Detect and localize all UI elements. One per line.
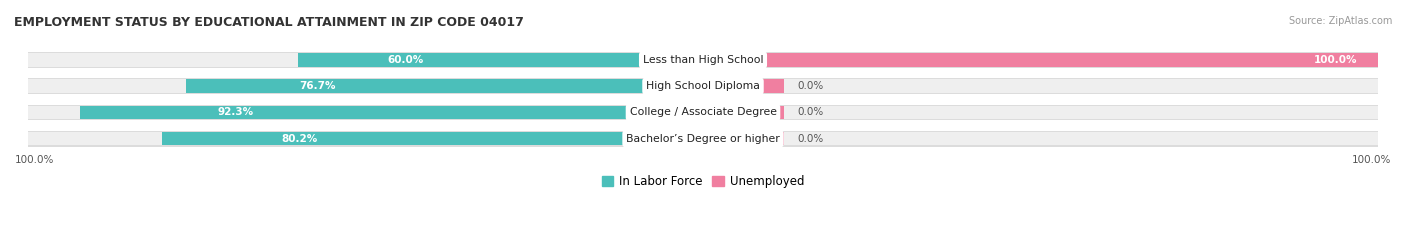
Text: College / Associate Degree: College / Associate Degree: [630, 107, 776, 117]
Bar: [28, 79, 1378, 93]
Text: Less than High School: Less than High School: [643, 55, 763, 65]
Bar: [28, 78, 1378, 94]
Text: 60.0%: 60.0%: [387, 55, 423, 65]
Text: Bachelor’s Degree or higher: Bachelor’s Degree or higher: [626, 134, 780, 144]
Bar: [703, 79, 785, 93]
Bar: [28, 131, 1378, 147]
Text: 100.0%: 100.0%: [1313, 55, 1357, 65]
Text: Source: ZipAtlas.com: Source: ZipAtlas.com: [1288, 16, 1392, 26]
Text: 0.0%: 0.0%: [797, 134, 824, 144]
Text: 0.0%: 0.0%: [797, 107, 824, 117]
Bar: [28, 132, 1378, 145]
Text: 76.7%: 76.7%: [299, 81, 336, 91]
Bar: [703, 132, 785, 145]
Bar: [28, 53, 1378, 67]
Bar: [703, 53, 1378, 67]
Bar: [28, 105, 1378, 120]
Bar: [28, 52, 1378, 68]
Text: EMPLOYMENT STATUS BY EDUCATIONAL ATTAINMENT IN ZIP CODE 04017: EMPLOYMENT STATUS BY EDUCATIONAL ATTAINM…: [14, 16, 524, 29]
Bar: [162, 132, 703, 145]
Bar: [28, 106, 1378, 119]
Legend: In Labor Force, Unemployed: In Labor Force, Unemployed: [598, 170, 808, 193]
Bar: [703, 106, 785, 119]
Bar: [80, 106, 703, 119]
Text: 100.0%: 100.0%: [15, 155, 55, 165]
Bar: [298, 53, 703, 67]
Text: 80.2%: 80.2%: [281, 134, 318, 144]
Text: 0.0%: 0.0%: [797, 81, 824, 91]
Text: 92.3%: 92.3%: [218, 107, 253, 117]
Text: High School Diploma: High School Diploma: [647, 81, 759, 91]
Text: 100.0%: 100.0%: [1351, 155, 1391, 165]
Bar: [186, 79, 703, 93]
